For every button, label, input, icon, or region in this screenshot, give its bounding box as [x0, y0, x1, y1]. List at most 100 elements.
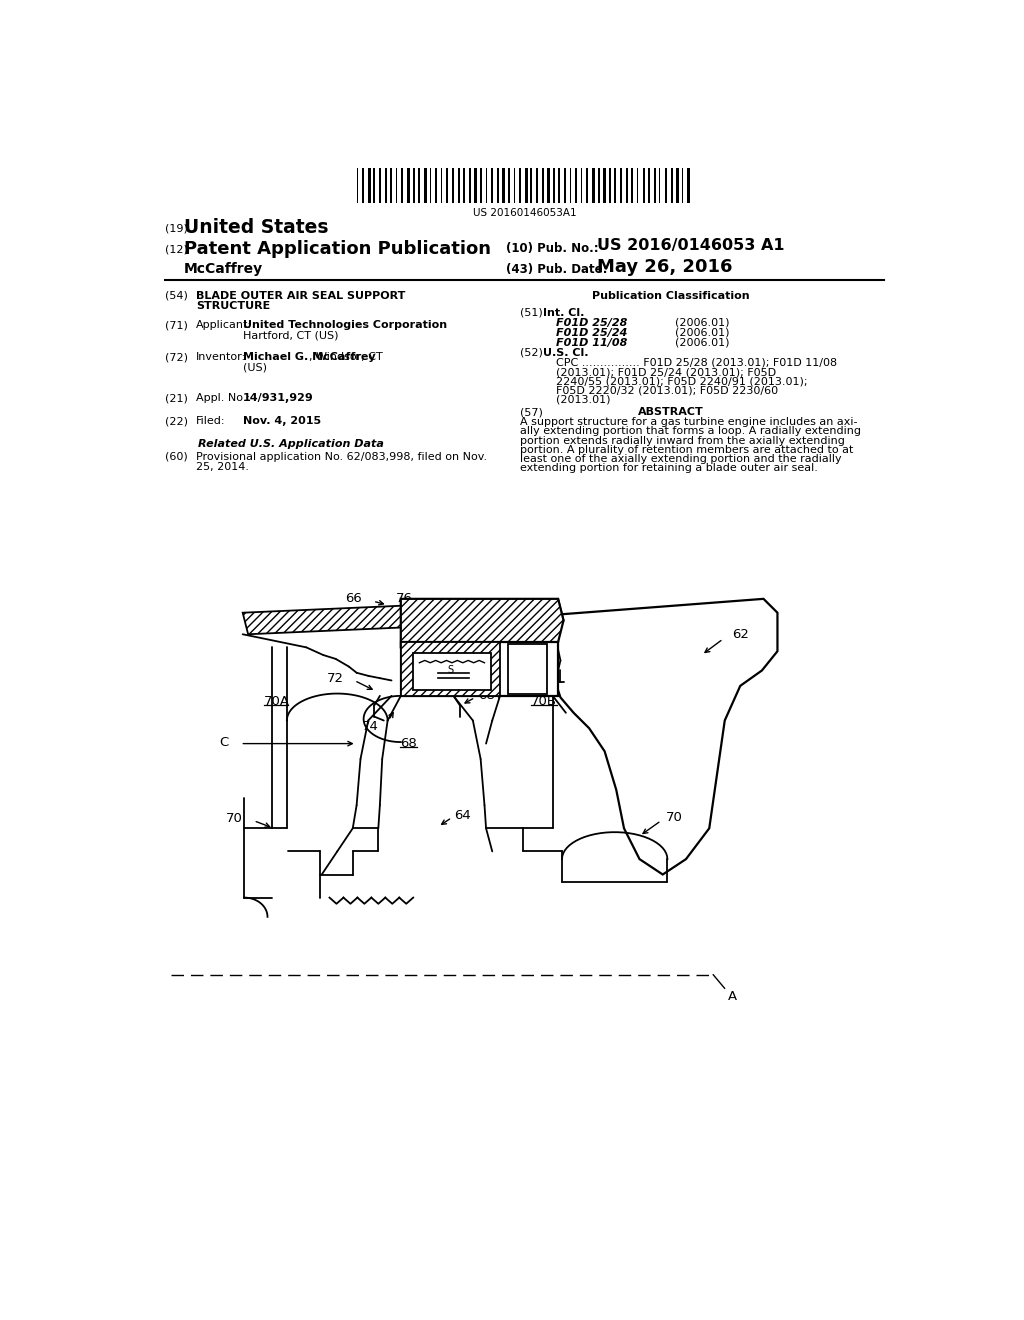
Text: (52): (52) — [520, 348, 543, 358]
Bar — [653, 168, 656, 203]
Bar — [614, 168, 615, 203]
Text: F05D 2220/32 (2013.01); F05D 2230/60: F05D 2220/32 (2013.01); F05D 2230/60 — [556, 385, 778, 396]
Text: Publication Classification: Publication Classification — [592, 290, 750, 301]
Text: 68T: 68T — [478, 689, 503, 702]
Bar — [542, 168, 545, 203]
Bar — [497, 168, 499, 203]
Text: United Technologies Corporation: United Technologies Corporation — [243, 321, 446, 330]
Text: (51): (51) — [520, 308, 543, 318]
Text: 64: 64 — [455, 809, 471, 822]
Text: Hartford, CT (US): Hartford, CT (US) — [243, 330, 338, 341]
Bar — [626, 168, 628, 203]
Bar — [687, 168, 689, 203]
Text: US 2016/0146053 A1: US 2016/0146053 A1 — [597, 239, 784, 253]
Bar — [469, 168, 471, 203]
Text: F01D 11/08: F01D 11/08 — [556, 338, 627, 347]
Text: ally extending portion that forms a loop. A radially extending: ally extending portion that forms a loop… — [520, 426, 861, 437]
Bar — [569, 168, 571, 203]
Text: ABSTRACT: ABSTRACT — [638, 407, 705, 417]
Bar — [452, 168, 454, 203]
Bar — [374, 168, 376, 203]
Bar — [424, 168, 427, 203]
Text: (2013.01): (2013.01) — [556, 395, 610, 405]
Bar — [446, 168, 449, 203]
Bar — [390, 168, 392, 203]
Text: (19): (19) — [165, 224, 188, 234]
Bar — [463, 168, 465, 203]
Bar — [458, 168, 460, 203]
Text: Michael G. McCaffrey: Michael G. McCaffrey — [243, 352, 376, 363]
Bar — [642, 168, 645, 203]
Polygon shape — [400, 599, 563, 651]
Bar — [676, 168, 679, 203]
Text: F01D 25/28: F01D 25/28 — [556, 318, 627, 327]
Bar — [503, 168, 505, 203]
Bar — [379, 168, 381, 203]
Bar — [385, 168, 387, 203]
Text: Filed:: Filed: — [197, 416, 225, 426]
Text: 25, 2014.: 25, 2014. — [197, 462, 249, 471]
Text: 70A: 70A — [263, 694, 290, 708]
Bar — [598, 168, 599, 203]
Text: 72: 72 — [327, 672, 343, 685]
Text: Int. Cl.: Int. Cl. — [544, 308, 585, 318]
Text: (57): (57) — [520, 407, 543, 417]
Text: Patent Application Publication: Patent Application Publication — [183, 240, 490, 257]
Bar — [413, 168, 415, 203]
Text: STRUCTURE: STRUCTURE — [197, 301, 270, 310]
Text: (US): (US) — [243, 363, 266, 372]
Text: A: A — [728, 990, 737, 1003]
Bar — [665, 168, 667, 203]
Text: A support structure for a gas turbine engine includes an axi-: A support structure for a gas turbine en… — [520, 417, 858, 428]
Bar — [396, 168, 397, 203]
Bar — [564, 168, 566, 203]
Text: US 20160146053A1: US 20160146053A1 — [473, 209, 577, 218]
Polygon shape — [400, 642, 500, 696]
Text: Provisional application No. 62/083,998, filed on Nov.: Provisional application No. 62/083,998, … — [197, 451, 487, 462]
Bar — [587, 168, 588, 203]
Bar — [480, 168, 482, 203]
Text: Related U.S. Application Data: Related U.S. Application Data — [198, 440, 384, 449]
Bar — [485, 168, 487, 203]
Text: 74: 74 — [362, 721, 379, 733]
Bar — [508, 168, 510, 203]
Text: least one of the axially extending portion and the radially: least one of the axially extending porti… — [520, 454, 842, 465]
Polygon shape — [508, 644, 547, 693]
Polygon shape — [243, 599, 563, 635]
Polygon shape — [400, 642, 558, 696]
Text: (54): (54) — [165, 290, 188, 301]
Text: (2013.01); F01D 25/24 (2013.01); F05D: (2013.01); F01D 25/24 (2013.01); F05D — [556, 367, 776, 378]
Bar — [553, 168, 555, 203]
Text: F01D 25/24: F01D 25/24 — [556, 327, 627, 338]
Bar — [592, 168, 595, 203]
Text: S: S — [447, 665, 454, 676]
Text: C: C — [219, 735, 228, 748]
Text: (21): (21) — [165, 393, 188, 403]
Text: Appl. No.:: Appl. No.: — [197, 393, 250, 403]
Text: Applicant:: Applicant: — [197, 321, 252, 330]
Text: 66: 66 — [345, 593, 362, 606]
Bar — [632, 168, 633, 203]
Text: 70: 70 — [226, 812, 243, 825]
Bar — [637, 168, 638, 203]
Bar — [440, 168, 442, 203]
Bar — [547, 168, 550, 203]
Bar — [514, 168, 515, 203]
Text: (60): (60) — [165, 451, 188, 462]
Bar — [401, 168, 402, 203]
Text: extending portion for retaining a blade outer air seal.: extending portion for retaining a blade … — [520, 463, 818, 474]
Text: (72): (72) — [165, 352, 188, 363]
Text: 14/931,929: 14/931,929 — [243, 393, 313, 403]
Text: (2006.01): (2006.01) — [675, 327, 730, 338]
Text: ,: , — [346, 321, 349, 330]
Bar — [492, 168, 493, 203]
Bar — [671, 168, 673, 203]
Bar — [368, 168, 371, 203]
Text: Inventor:: Inventor: — [197, 352, 247, 363]
Bar — [519, 168, 521, 203]
Text: (2006.01): (2006.01) — [675, 318, 730, 327]
Bar — [581, 168, 583, 203]
Bar — [609, 168, 611, 203]
Text: United States: United States — [183, 218, 329, 238]
Bar — [474, 168, 476, 203]
